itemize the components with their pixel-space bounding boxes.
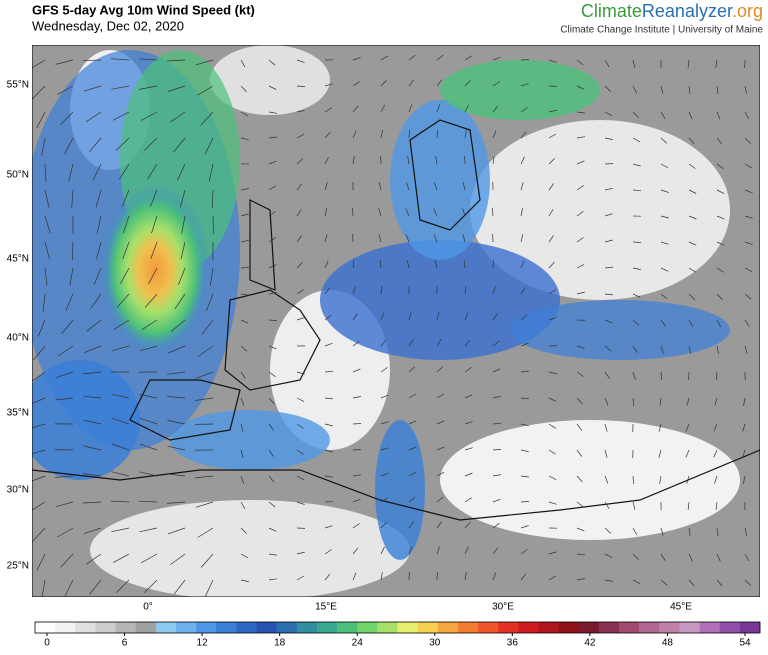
colorbar-swatch: [257, 622, 277, 633]
lat-label: 30°N: [7, 485, 29, 496]
colorbar-swatch: [297, 622, 317, 633]
colorbar-swatch: [579, 622, 599, 633]
wind-arrow: [633, 476, 634, 484]
colorbar-tick-label: 12: [197, 638, 209, 649]
colorbar-tick-label: 30: [429, 638, 441, 649]
colorbar-swatch: [740, 622, 760, 633]
colorbar-swatch: [559, 622, 579, 633]
colorbar-tick-label: 48: [662, 638, 674, 649]
colorbar-tick-label: 36: [507, 638, 519, 649]
colorbar-swatch: [458, 622, 478, 633]
colorbar-swatch: [176, 622, 196, 633]
lat-label: 40°N: [7, 333, 29, 344]
lon-label: 45°E: [670, 602, 692, 613]
colorbar-tick-label: 42: [584, 638, 596, 649]
logo: ClimateReanalyzer.org: [581, 1, 763, 21]
colorbar-tick-label: 54: [739, 638, 751, 649]
logo-part: .org: [732, 1, 763, 21]
wind-arrow: [689, 372, 690, 380]
colorbar-swatch: [518, 622, 538, 633]
title: GFS 5-day Avg 10m Wind Speed (kt): [32, 2, 255, 17]
wind-arrow: [465, 156, 466, 164]
lat-label: 55°N: [7, 80, 29, 91]
colorbar-swatch: [679, 622, 699, 633]
lon-label: 0°: [143, 602, 153, 613]
colorbar-tick-label: 18: [274, 638, 286, 649]
logo-part: Reanalyzer: [642, 1, 733, 21]
colorbar-swatch: [659, 622, 679, 633]
colorbar-swatch: [418, 622, 438, 633]
lat-label: 25°N: [7, 561, 29, 572]
colorbar-swatch: [599, 622, 619, 633]
lat-label: 45°N: [7, 254, 29, 265]
colorbar-swatch: [438, 622, 458, 633]
colorbar-swatch: [55, 622, 75, 633]
credit: Climate Change Institute | University of…: [560, 25, 763, 36]
wind-arrow: [353, 424, 361, 425]
colorbar-swatch: [95, 622, 115, 633]
colorbar-swatch: [136, 622, 156, 633]
colorbar-swatch: [538, 622, 558, 633]
lon-label: 30°E: [492, 602, 514, 613]
wind-arrow: [633, 242, 641, 243]
colorbar-tick-label: 6: [122, 638, 128, 649]
wind-arrow: [521, 502, 529, 503]
colorbar-swatch: [196, 622, 216, 633]
colorbar-swatch: [639, 622, 659, 633]
colorbar-swatch: [156, 622, 176, 633]
colorbar-swatch: [720, 622, 740, 633]
colorbar-swatch: [700, 622, 720, 633]
colorbar-swatch: [377, 622, 397, 633]
colorbar-swatch: [498, 622, 518, 633]
colorbar: 0 6 12 18 24 30 36 42 48 54: [35, 622, 760, 649]
colorbar-swatch: [216, 622, 236, 633]
lat-label: 50°N: [7, 170, 29, 181]
colorbar-swatch: [277, 622, 297, 633]
lon-label: 15°E: [315, 602, 337, 613]
colorbar-tick-label: 24: [352, 638, 364, 649]
colorbar-swatch: [317, 622, 337, 633]
colorbar-swatch: [75, 622, 95, 633]
colorbar-swatch: [478, 622, 498, 633]
colorbar-swatch: [116, 622, 136, 633]
wind-arrow: [213, 216, 214, 234]
colorbar-swatch: [398, 622, 418, 633]
lat-label: 35°N: [7, 408, 29, 419]
map: [20, 45, 760, 600]
subtitle: Wednesday, Dec 02, 2020: [32, 18, 184, 33]
colorbar-swatch: [35, 622, 55, 633]
logo-part: Climate: [581, 1, 642, 21]
colorbar-swatch: [619, 622, 639, 633]
colorbar-tick-label: 0: [44, 638, 50, 649]
colorbar-swatch: [357, 622, 377, 633]
colorbar-swatch: [337, 622, 357, 633]
colorbar-swatch: [236, 622, 256, 633]
